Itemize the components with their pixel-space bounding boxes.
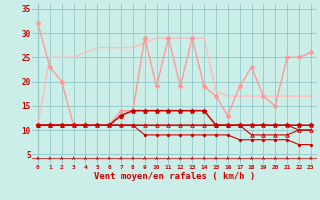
X-axis label: Vent moyen/en rafales ( km/h ): Vent moyen/en rafales ( km/h ) xyxy=(94,172,255,181)
